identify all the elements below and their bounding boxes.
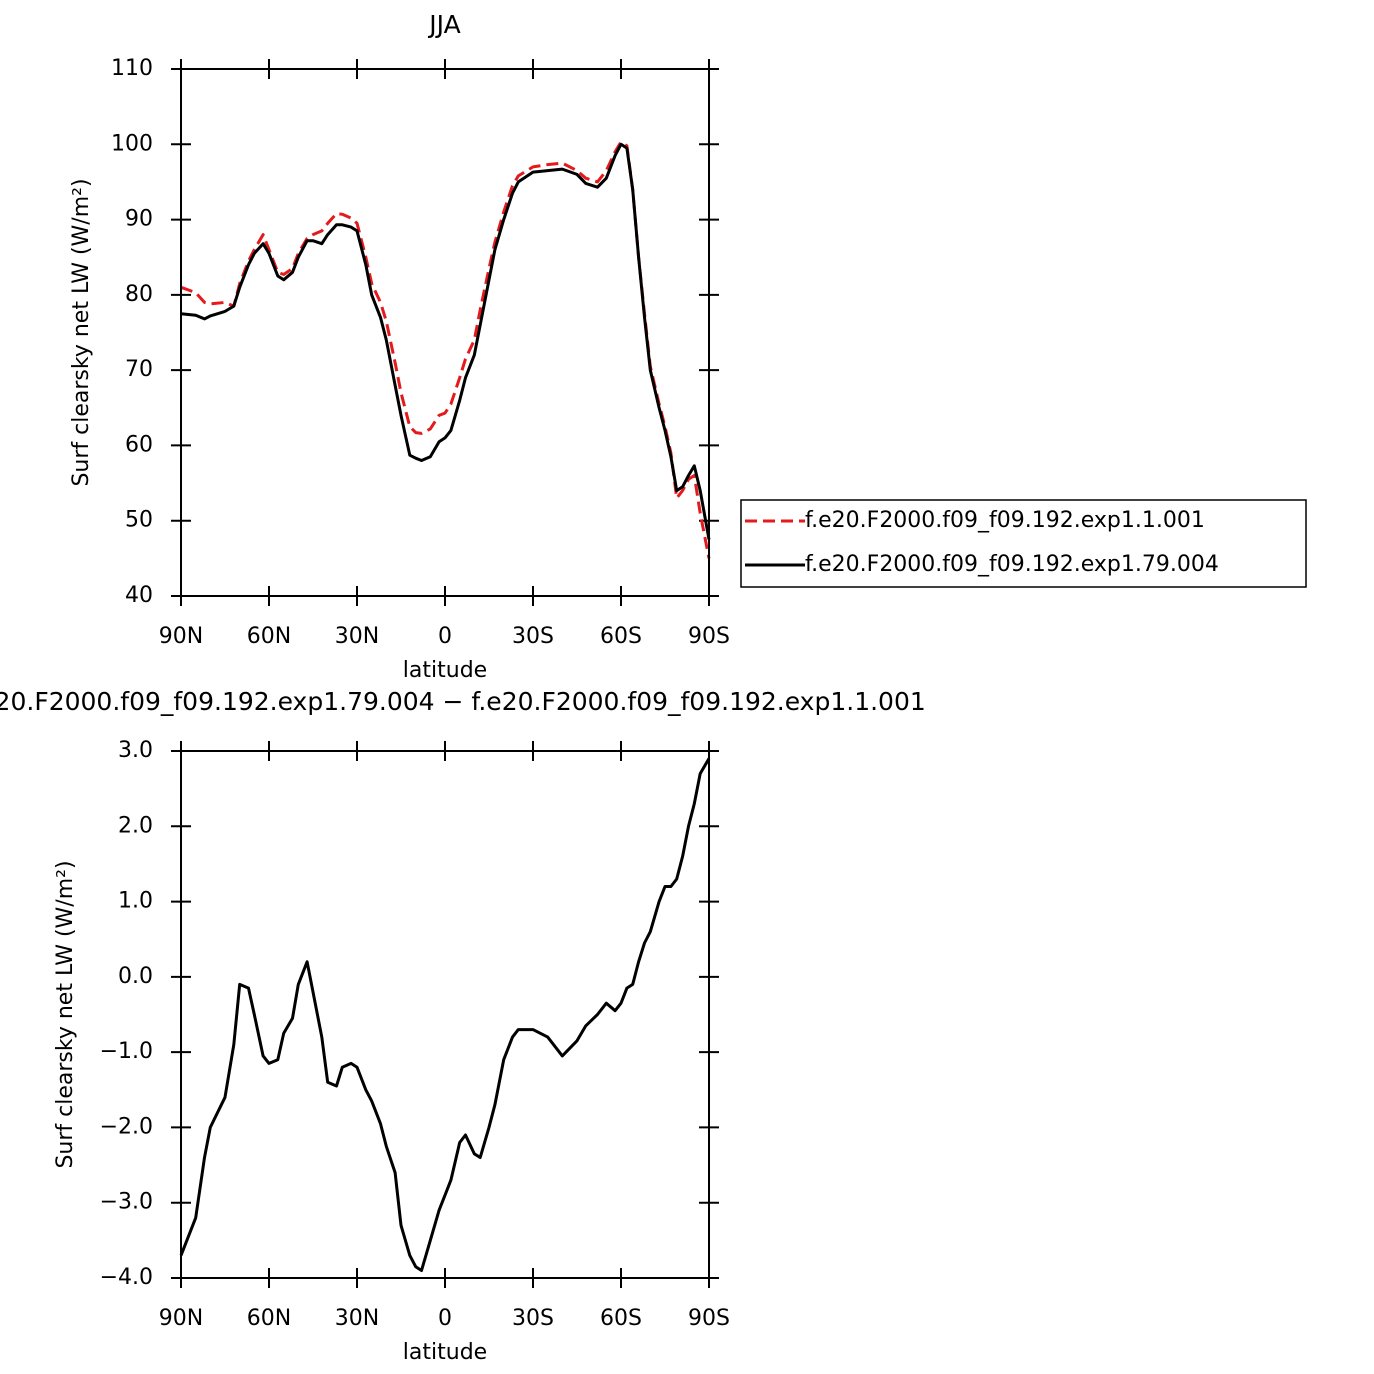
y-tick-label: 50 [125,508,153,533]
chart-title: f.e20.F2000.f09_f09.192.exp1.79.004 − f.… [0,687,926,716]
y-tick-label: −1.0 [100,1039,153,1064]
data-line [179,757,711,1272]
plot-frame [180,68,710,597]
x-tick-label: 60N [247,624,291,649]
legend-label: f.e20.F2000.f09_f09.192.exp1.1.001 [805,508,1205,533]
x-tick-label: 60S [600,624,642,649]
y-tick-label: 60 [125,432,153,457]
y-tick-label: −4.0 [100,1265,153,1290]
x-axis-label: latitude [403,1340,487,1365]
legend-label: f.e20.F2000.f09_f09.192.exp1.79.004 [805,552,1219,577]
x-tick-label: 30N [335,1306,379,1331]
x-tick-label: 90N [159,1306,203,1331]
y-tick-label: 3.0 [118,738,153,763]
y-tick-label: 0.0 [118,964,153,989]
y-tick-label: −3.0 [100,1190,153,1215]
data-line [180,140,711,559]
x-tick-label: 0 [438,1306,452,1331]
y-tick-label: 70 [125,357,153,382]
y-tick-label: 110 [111,56,153,81]
legend-box [740,499,1307,588]
x-tick-label: 90S [688,1306,730,1331]
y-tick-label: −2.0 [100,1114,153,1139]
y-tick-label: 80 [125,282,153,307]
y-tick-label: 40 [125,583,153,608]
x-tick-label: 90N [159,624,203,649]
y-axis-label: Surf clearsky net LW (W/m²) [69,178,94,486]
x-axis-label: latitude [403,658,487,683]
x-tick-label: 60S [600,1306,642,1331]
y-axis-label: Surf clearsky net LW (W/m²) [53,860,78,1168]
x-tick-label: 30S [512,624,554,649]
y-tick-label: 1.0 [118,889,153,914]
y-tick-label: 2.0 [118,813,153,838]
chart-title: JJA [427,10,460,39]
x-tick-label: 90S [688,624,730,649]
y-tick-label: 90 [125,207,153,232]
x-tick-label: 30S [512,1306,554,1331]
x-tick-label: 0 [438,624,452,649]
plot-frame [180,750,710,1279]
x-tick-label: 30N [335,624,379,649]
y-tick-label: 100 [111,131,153,156]
data-line [180,142,711,540]
x-tick-label: 60N [247,1306,291,1331]
